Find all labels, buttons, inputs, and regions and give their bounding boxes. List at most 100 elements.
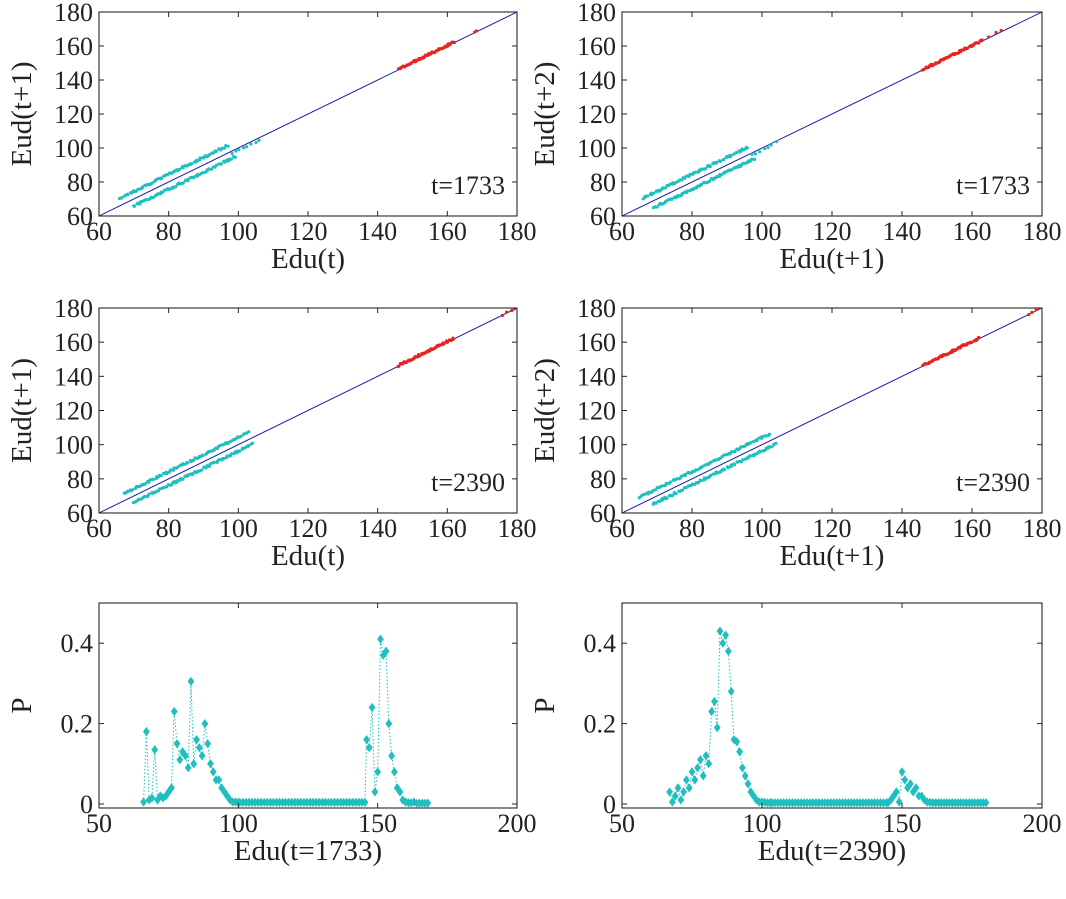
scatter-point — [646, 194, 650, 198]
x-tick-label: 150 — [358, 809, 397, 838]
scatter-point — [719, 173, 723, 177]
panel-6-distribution-t2390: 50 100 150 200 0 0.2 0.4 Edu(t=2390) P — [529, 602, 1062, 867]
diamond-marker — [711, 696, 718, 707]
scatter-point — [177, 167, 181, 172]
scatter-point — [244, 431, 249, 435]
scatter-point — [756, 437, 760, 441]
y-tick-label: 160 — [577, 32, 616, 61]
scatter-point — [729, 154, 733, 158]
scatter-point — [715, 471, 720, 475]
scatter-point — [397, 364, 401, 368]
x-tick-label: 50 — [609, 809, 635, 838]
y-axis-label: P — [529, 697, 561, 713]
diamond-marker — [365, 743, 373, 753]
diamond-marker — [669, 797, 676, 807]
diamond-marker — [904, 783, 911, 793]
scatter-point — [770, 445, 774, 449]
y-tick-label: 180 — [54, 0, 93, 27]
diamond-marker — [694, 763, 701, 773]
scatter-point — [669, 480, 673, 484]
scatter-point — [1027, 312, 1031, 317]
y-axis-label: Eud(t+2) — [529, 62, 561, 167]
y-tick-label: 160 — [54, 32, 93, 61]
scatter-point — [1030, 310, 1034, 314]
scatter-point — [201, 453, 205, 458]
x-tick-label: 120 — [289, 514, 328, 543]
scatter-point — [715, 174, 719, 179]
diamond-marker — [179, 747, 186, 757]
scatter-point — [214, 149, 219, 153]
y-tick-label: 0 — [603, 790, 616, 819]
scatter-point — [999, 28, 1003, 33]
x-tick-label: 100 — [743, 514, 782, 543]
scatter-point — [186, 461, 190, 465]
scatter-point — [721, 157, 725, 162]
scatter-point — [130, 488, 135, 492]
scatter-point — [138, 202, 142, 206]
x-tick-label: 60 — [86, 514, 112, 543]
diamond-marker — [725, 646, 732, 656]
scatter-point — [729, 464, 733, 469]
scatter-point — [753, 152, 757, 156]
x-tick-label: 120 — [289, 217, 328, 246]
x-tick-label: 80 — [156, 514, 182, 543]
scatter-point — [147, 492, 151, 496]
y-tick-label: 180 — [577, 294, 616, 323]
diamond-marker — [221, 787, 228, 797]
diamond-marker — [741, 771, 749, 781]
y-tick-label: 60 — [590, 499, 616, 528]
y-tick-label: 0.2 — [584, 710, 617, 739]
x-axis-label: Edu(t+1) — [780, 243, 885, 275]
scatter-point — [664, 481, 668, 485]
scatter-point — [665, 199, 669, 203]
plot-area — [98, 602, 518, 809]
scatter-point — [409, 61, 413, 65]
scatter-point — [707, 179, 712, 183]
diamond-marker — [884, 798, 892, 808]
diamond-marker — [739, 763, 746, 773]
x-axis-label: Edu(t+1) — [780, 540, 885, 572]
y-tick-label: 60 — [590, 202, 616, 231]
scatter-point — [1034, 308, 1038, 311]
scatter-point — [924, 65, 928, 69]
series-high-outlier — [500, 308, 517, 317]
time-annotation: t=2390 — [956, 468, 1030, 497]
diamond-marker — [750, 791, 757, 801]
x-tick-label: 60 — [609, 514, 635, 543]
scatter-point — [699, 479, 703, 483]
diamond-marker — [912, 783, 920, 793]
scatter-point — [448, 43, 452, 47]
scatter-point — [694, 170, 698, 174]
y-tick-label: 100 — [577, 431, 616, 460]
diamond-marker — [685, 783, 693, 793]
diamond-marker — [719, 638, 727, 648]
scatter-point — [144, 197, 148, 202]
scatter-point — [965, 343, 969, 347]
panel-5-distribution-t1733: 50 100 150 200 0 0.2 0.4 Edu(t=1733) P — [6, 602, 537, 867]
scatter-point — [198, 156, 202, 160]
y-tick-label: 80 — [67, 168, 93, 197]
series-high-outlier — [987, 28, 1003, 39]
scatter-point — [660, 498, 665, 502]
diamond-marker — [708, 706, 715, 717]
y-tick-label: 160 — [54, 328, 93, 357]
y-axis-label: Eud(t+1) — [6, 358, 38, 463]
scatter-point — [123, 194, 127, 198]
y-axis-label: P — [6, 697, 38, 713]
diamond-marker — [396, 787, 404, 797]
x-axis-label: Edu(t) — [271, 540, 345, 572]
series-sparse-tail — [230, 138, 261, 156]
y-tick-label: 80 — [590, 168, 616, 197]
diamond-marker — [677, 795, 685, 805]
x-tick-label: 160 — [953, 217, 992, 246]
scatter-point — [675, 477, 679, 481]
scatter-point — [421, 55, 425, 59]
plot-marks — [666, 626, 990, 808]
x-tick-label: 100 — [219, 809, 258, 838]
series-upper-branch — [641, 145, 749, 201]
diamond-marker — [173, 739, 181, 749]
diamond-marker — [680, 787, 687, 797]
y-tick-label: 80 — [590, 465, 616, 494]
diamond-marker — [198, 751, 206, 761]
scatter-point — [234, 149, 238, 153]
